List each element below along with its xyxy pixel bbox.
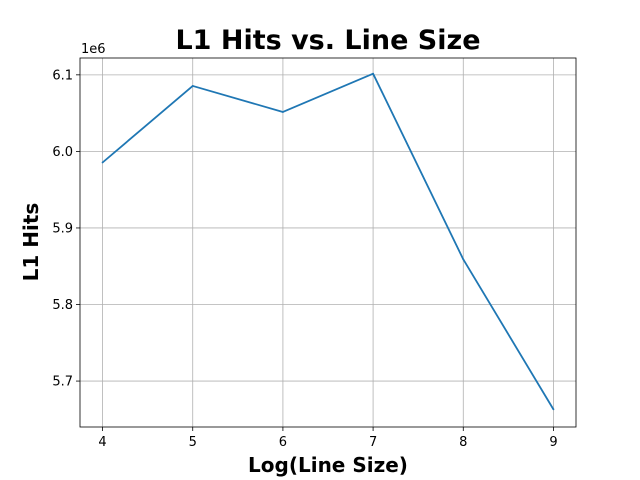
y-offset-label: 1e6 [81,42,106,57]
data-point [552,408,555,411]
x-axis: 4 5 6 7 8 9 [98,427,558,450]
plot-frame [79,57,577,428]
x-tick-label: 9 [549,435,557,450]
y-tick-label: 5.9 [52,221,73,236]
series-line [101,72,555,410]
x-tick-label: 7 [369,435,377,450]
y-axis: 5.7 5.8 5.9 6.0 6.1 [52,68,80,390]
y-tick-label: 6.1 [52,68,73,83]
data-point [282,111,284,113]
data-point [462,258,465,261]
y-tick-label: 5.7 [52,375,73,390]
series-layer [101,72,555,411]
data-point [372,72,374,75]
x-tick-label: 5 [189,435,197,450]
x-tick-label: 6 [279,435,287,450]
y-axis-label: L1 Hits [19,203,43,282]
y-tick-label: 6.0 [52,145,73,160]
y-tick-label: 5.8 [52,298,73,313]
data-point [191,85,194,87]
x-tick-label: 8 [459,435,467,450]
grid [80,58,576,427]
chart-title: L1 Hits vs. Line Size [175,25,480,56]
data-point [101,161,104,164]
x-tick-label: 4 [98,435,106,450]
x-axis-label: Log(Line Size) [248,453,408,477]
